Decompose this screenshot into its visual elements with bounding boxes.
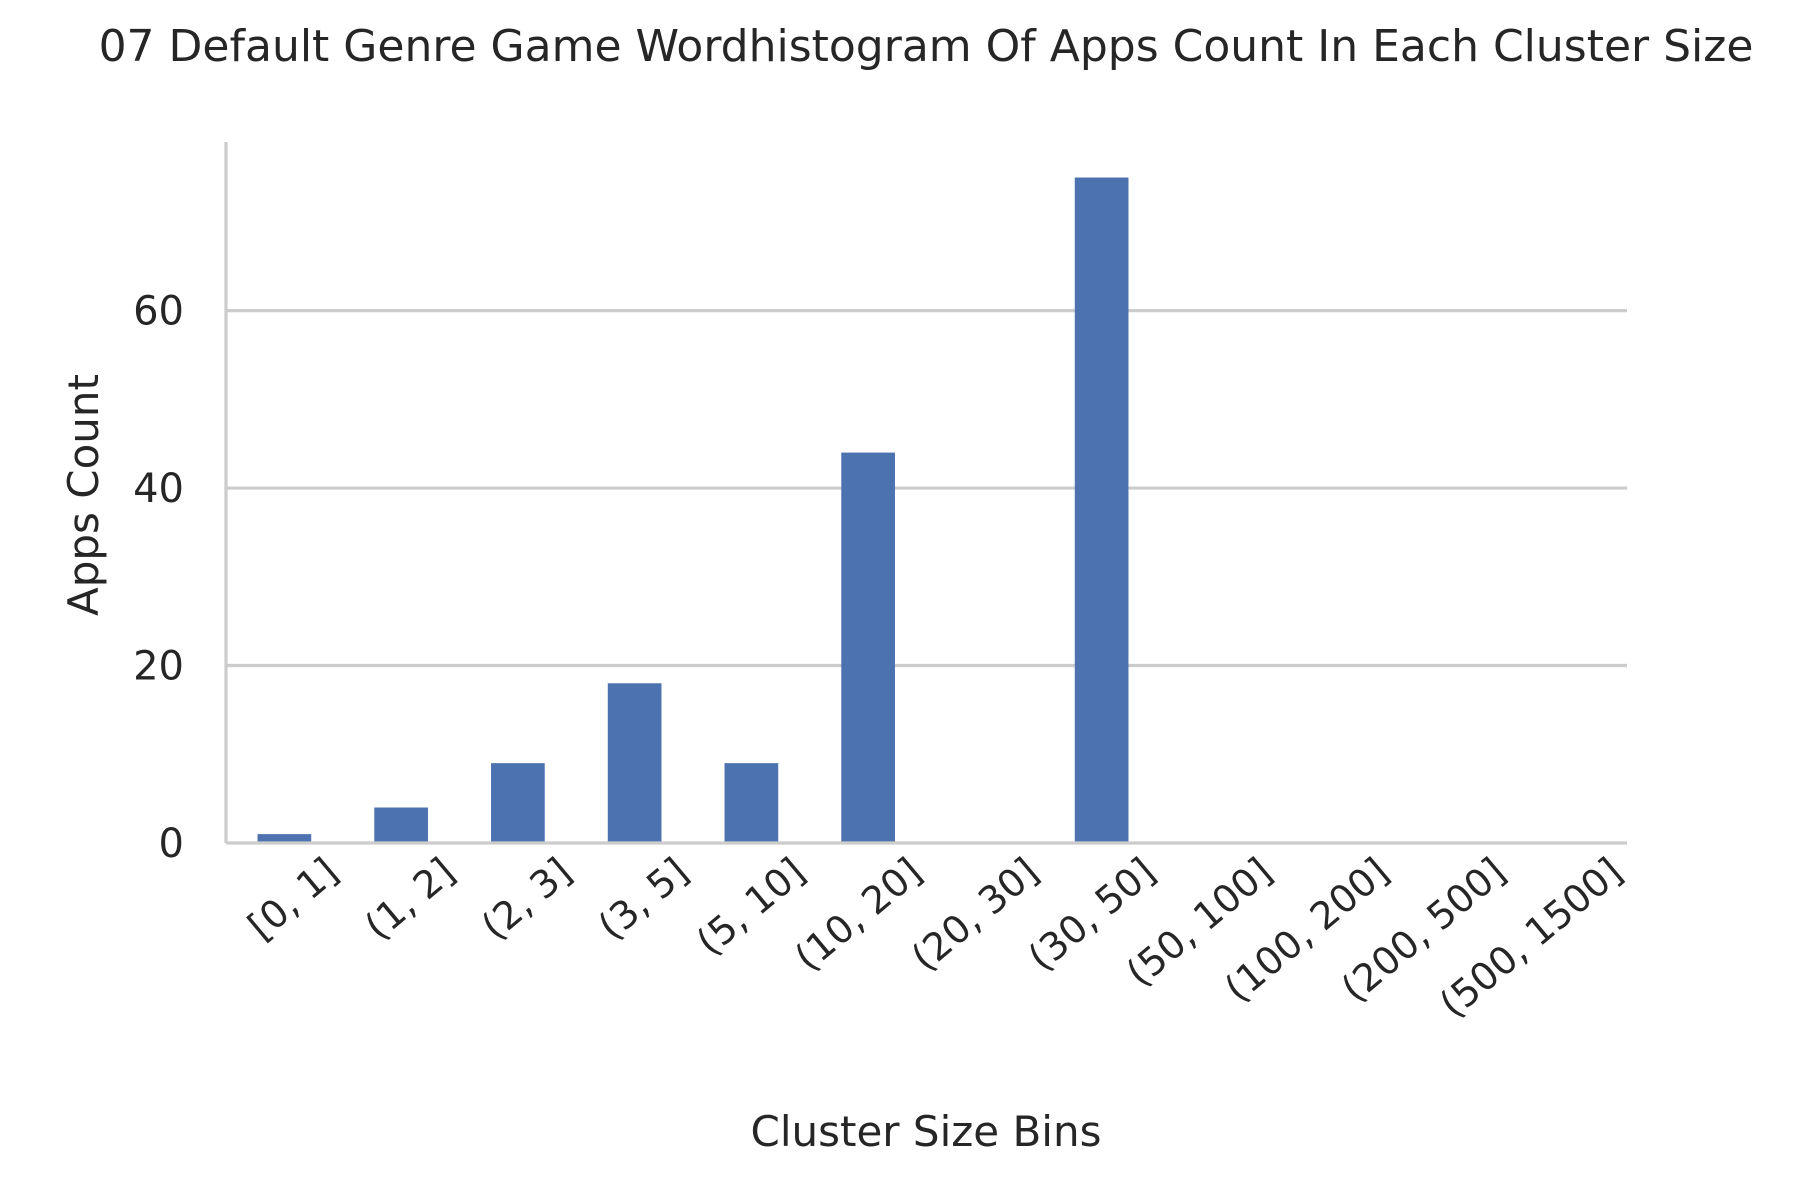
bars xyxy=(257,177,1129,844)
y-tick-label-40: 40 xyxy=(133,466,184,512)
bar-7 xyxy=(1074,177,1129,844)
bar-5 xyxy=(841,452,895,843)
x-tick-label-5: (10, 20] xyxy=(786,849,930,979)
x-tick-label-1: (1, 2] xyxy=(356,849,463,948)
x-tick-label-3: (3, 5] xyxy=(590,849,697,948)
gridlines xyxy=(226,308,1627,668)
bar-4 xyxy=(724,763,779,843)
x-axis-label: Cluster Size Bins xyxy=(751,1107,1102,1156)
x-tick-labels: [0, 1] (1, 2] (2, 3] (3, 5](5, 10](10, 20](… xyxy=(240,849,1631,1026)
y-tick-label-20: 20 xyxy=(133,644,184,690)
y-axis-label: Apps Count xyxy=(59,374,108,616)
x-tick-label-0: [0, 1] xyxy=(240,849,347,948)
x-tick-label-2: (2, 3] xyxy=(473,849,580,948)
y-tick-labels: 0 20 40 60 xyxy=(133,289,184,867)
chart-title: 07 Default Genre Game Wordhistogram Of A… xyxy=(99,21,1754,72)
bar-1 xyxy=(374,807,428,843)
y-tick-label-0: 0 xyxy=(159,821,184,867)
bar-0 xyxy=(257,834,312,843)
y-tick-label-60: 60 xyxy=(133,289,184,335)
bar-2 xyxy=(491,763,545,843)
axes xyxy=(224,142,1627,845)
bar-3 xyxy=(607,683,662,843)
x-tick-label-6: (20, 30] xyxy=(903,849,1047,979)
